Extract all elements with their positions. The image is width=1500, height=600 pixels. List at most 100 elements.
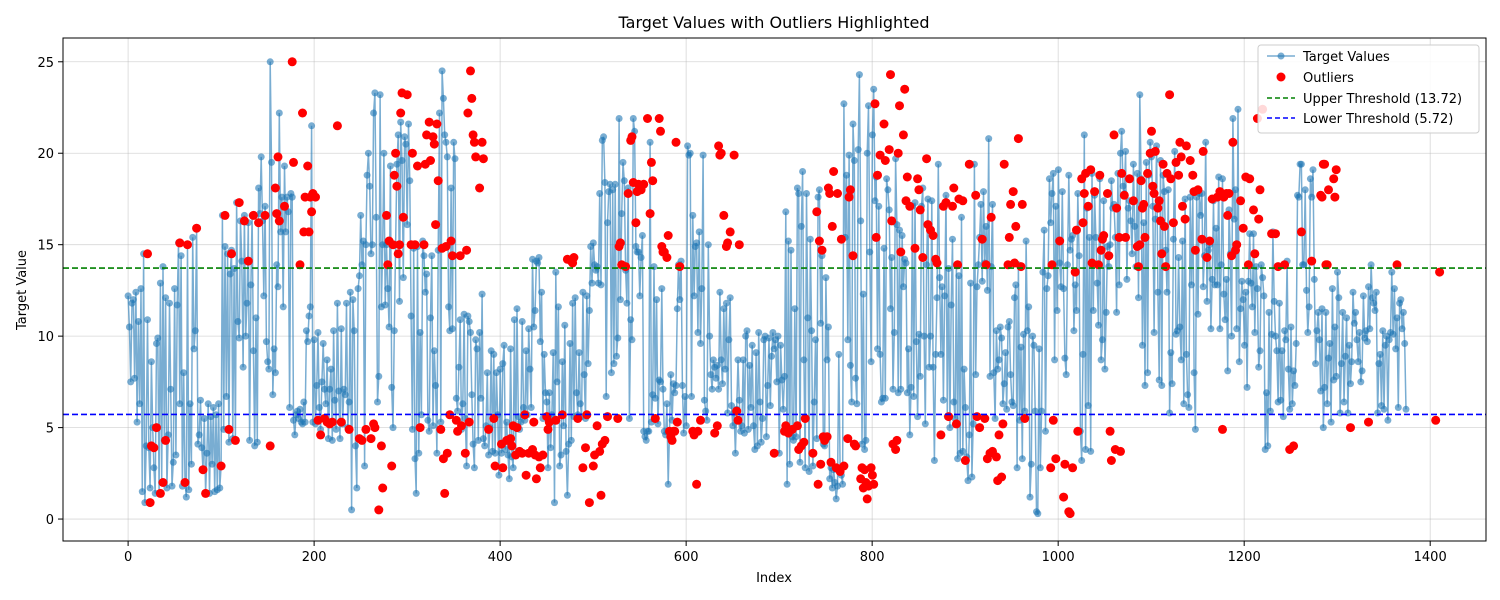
target-value-point	[890, 329, 898, 336]
target-value-point	[921, 420, 929, 428]
target-value-point	[1237, 305, 1245, 313]
outlier-point	[155, 488, 165, 498]
outlier-point	[392, 181, 402, 191]
target-value-point	[1297, 160, 1305, 168]
target-value-point	[671, 389, 679, 397]
target-value-point	[1106, 241, 1114, 249]
target-value-point	[706, 332, 714, 340]
target-value-point	[270, 345, 278, 353]
target-value-point	[616, 296, 624, 304]
target-value-point	[698, 285, 706, 293]
target-value-point	[814, 193, 822, 201]
target-value-point	[411, 455, 419, 463]
target-value-point	[746, 361, 754, 369]
target-value-point	[1363, 338, 1371, 346]
outlier-point	[1205, 236, 1215, 246]
outlier-point	[357, 435, 367, 445]
target-value-point	[995, 356, 1003, 364]
target-value-point	[1203, 297, 1211, 305]
target-value-point	[883, 175, 891, 183]
target-value-point	[159, 263, 167, 271]
outlier-point	[1236, 196, 1246, 206]
x-tick-label: 800	[860, 550, 885, 565]
outlier-point	[272, 209, 282, 219]
outlier-point	[971, 190, 981, 200]
outlier-point	[578, 463, 588, 473]
target-value-point	[300, 398, 308, 406]
outlier-point	[387, 461, 397, 471]
target-value-point	[1089, 307, 1097, 314]
target-value-point	[1166, 409, 1174, 417]
target-value-point	[200, 415, 208, 422]
target-value-point	[203, 449, 211, 457]
target-value-point	[786, 460, 794, 468]
outlier-point	[1320, 159, 1330, 169]
target-value-point	[432, 382, 440, 389]
target-value-point	[580, 371, 588, 379]
outlier-point	[389, 170, 399, 180]
target-value-point	[315, 404, 323, 411]
target-value-point	[1350, 319, 1358, 327]
target-value-point	[153, 340, 160, 347]
target-value-point	[265, 365, 273, 373]
outlier-point	[551, 415, 561, 425]
outlier-point	[1150, 146, 1160, 156]
target-value-point	[445, 303, 453, 311]
target-value-point	[1098, 336, 1106, 344]
outlier-point	[1185, 156, 1195, 165]
outlier-point	[336, 417, 346, 427]
outlier-point	[402, 90, 412, 100]
target-value-point	[358, 261, 366, 269]
target-value-point	[729, 422, 737, 430]
outlier-point	[1112, 203, 1122, 213]
target-value-point	[282, 228, 290, 236]
target-value-point	[345, 398, 353, 406]
target-value-point	[1385, 336, 1393, 344]
outlier-point	[538, 450, 548, 460]
outlier-point	[395, 240, 404, 250]
target-value-point	[645, 427, 653, 435]
outlier-point	[623, 189, 633, 198]
target-value-point	[1222, 275, 1230, 283]
target-value-point	[560, 422, 568, 430]
outlier-point	[1060, 459, 1070, 469]
outlier-point	[936, 430, 946, 440]
target-value-point	[876, 350, 884, 358]
outlier-point	[892, 435, 902, 445]
outlier-point	[870, 99, 880, 109]
outlier-point	[361, 424, 371, 434]
target-value-point	[1062, 371, 1070, 379]
target-value-point	[1182, 350, 1190, 358]
target-value-point	[1188, 281, 1195, 289]
target-value-point	[1101, 365, 1109, 373]
target-value-point	[896, 226, 903, 234]
outlier-point	[1048, 415, 1058, 425]
target-value-point	[1141, 382, 1149, 389]
target-value-point	[1133, 169, 1141, 177]
target-value-point	[808, 327, 816, 335]
target-value-point	[549, 349, 557, 357]
target-value-point	[238, 257, 246, 265]
outlier-point	[436, 424, 446, 434]
target-value-point	[531, 307, 539, 314]
target-value-point	[264, 358, 272, 366]
target-value-point	[437, 418, 445, 426]
target-value-point	[1017, 343, 1025, 351]
target-value-point	[862, 436, 870, 444]
target-value-point	[481, 442, 489, 450]
outlier-point	[1135, 240, 1145, 250]
target-value-point	[1168, 380, 1176, 388]
outlier-point	[460, 448, 470, 458]
target-value-point	[1075, 252, 1083, 260]
target-value-point	[618, 210, 626, 218]
target-value-point	[1328, 285, 1336, 293]
outlier-point	[1245, 174, 1255, 184]
tick-layer: 0 200 400 600 800 1000 1200 1400 0 5 10 15 20 25	[37, 56, 1446, 565]
target-value-point	[454, 407, 462, 415]
target-value-point	[1336, 409, 1344, 417]
target-value-point	[693, 239, 701, 247]
target-value-point	[611, 180, 619, 188]
outlier-point	[1013, 134, 1023, 144]
target-value-point	[1348, 358, 1356, 366]
target-value-point	[1219, 175, 1226, 183]
